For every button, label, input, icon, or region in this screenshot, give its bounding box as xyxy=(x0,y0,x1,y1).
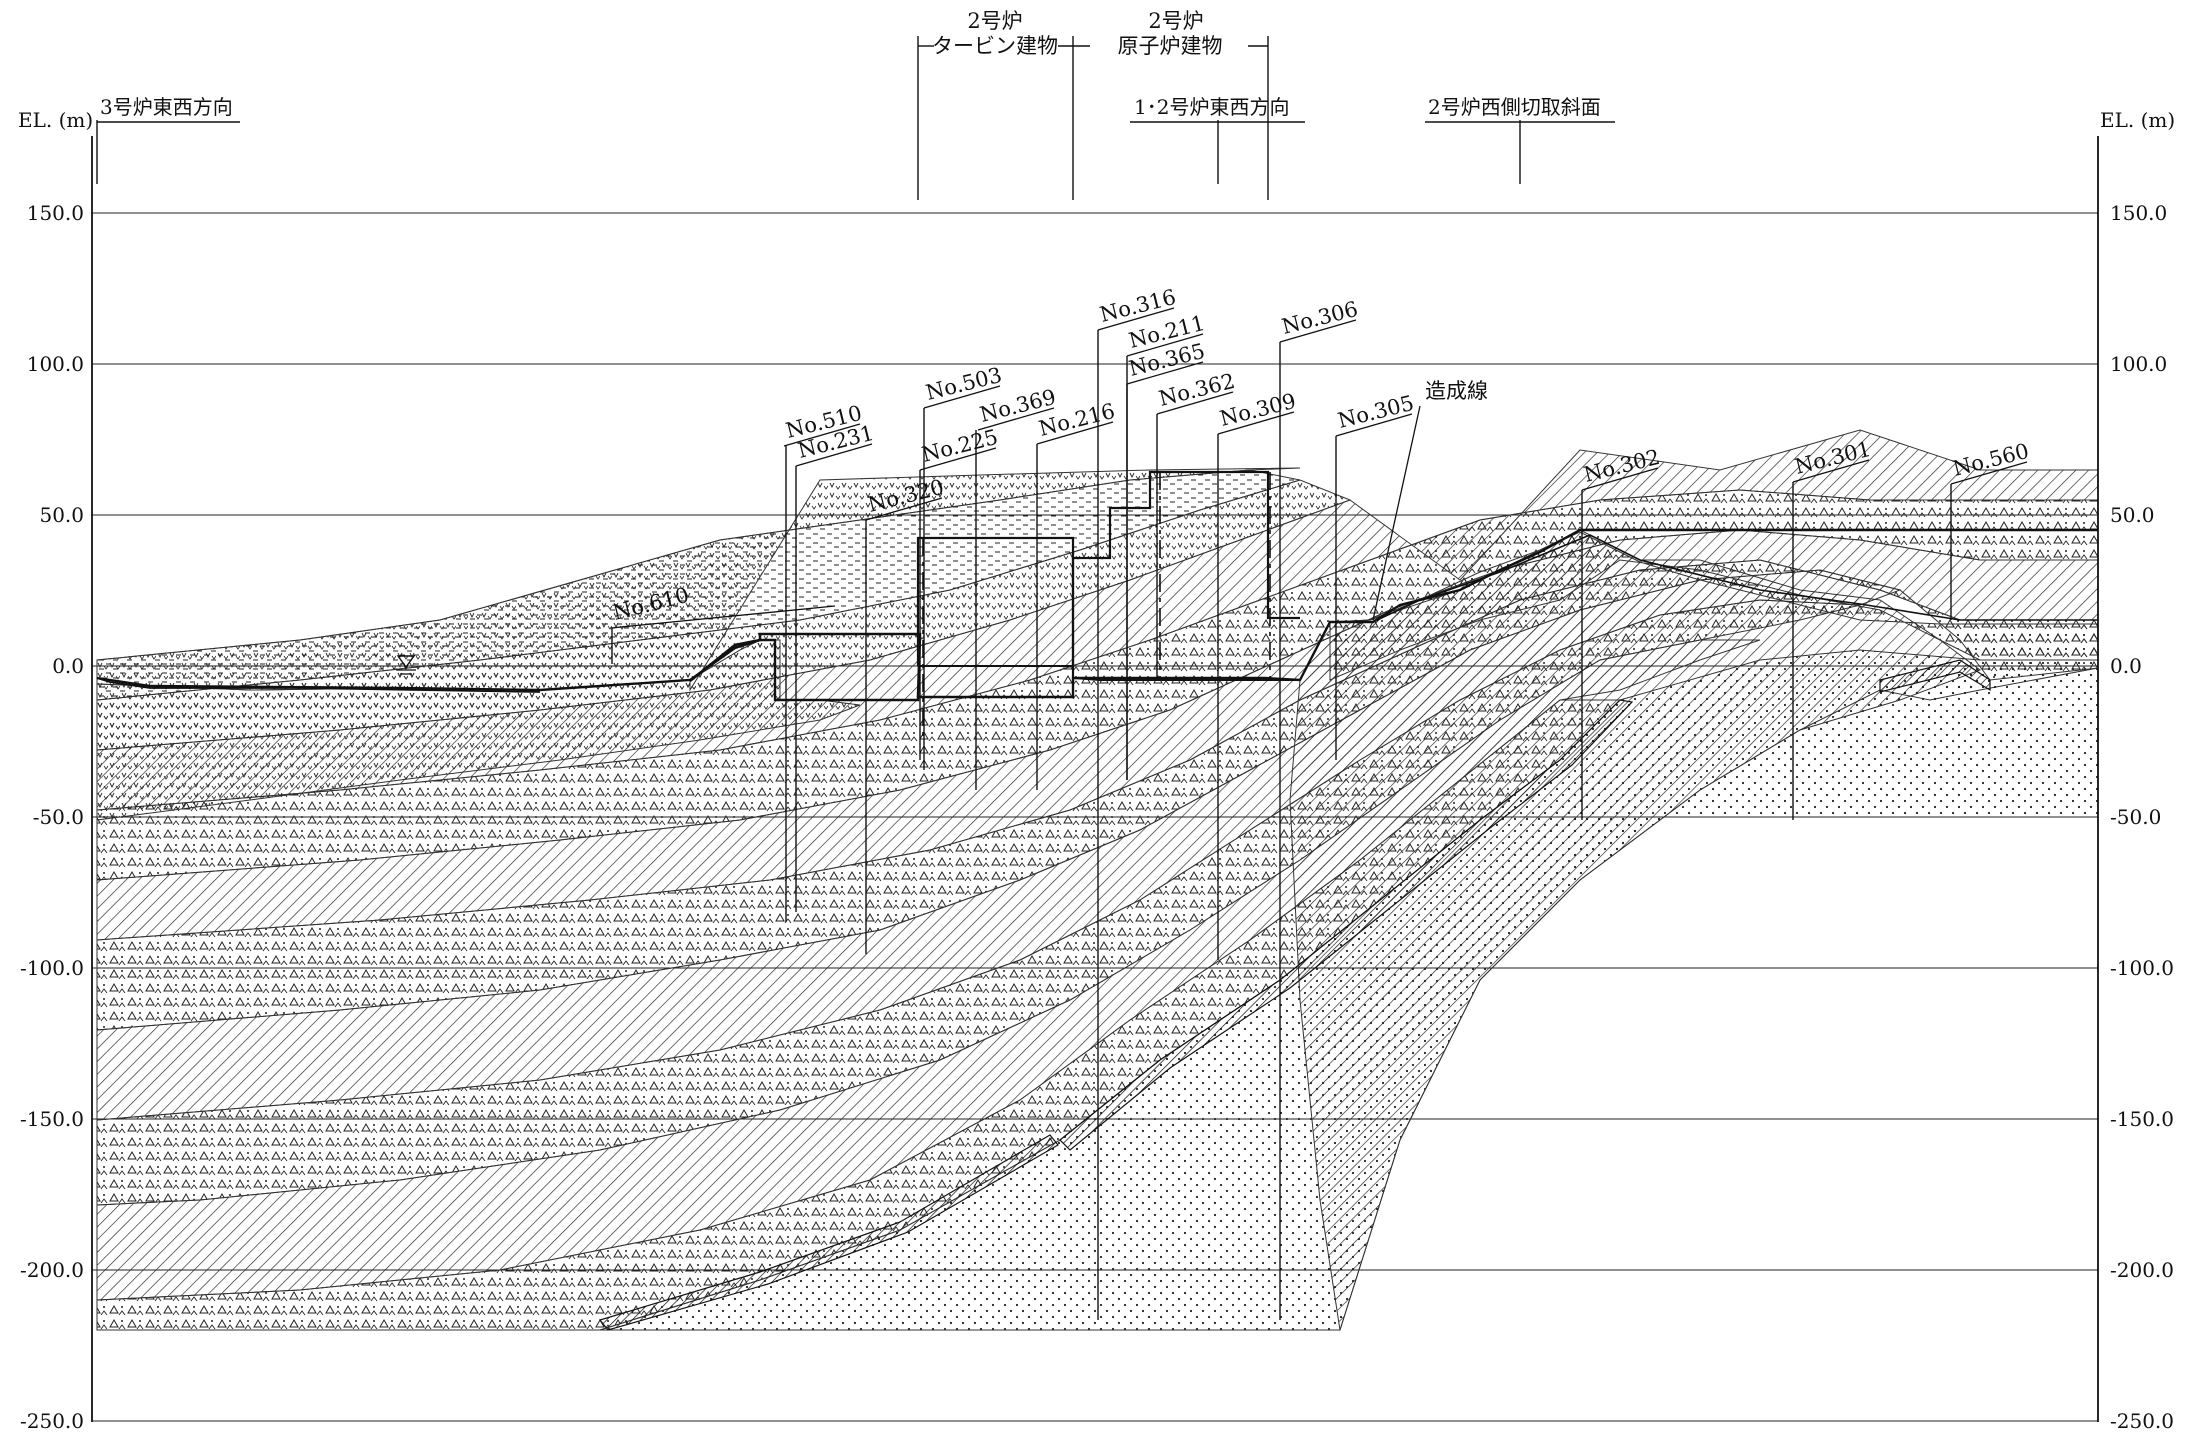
sea-floor-line xyxy=(96,677,541,693)
grading-line xyxy=(1372,534,2098,623)
ref-label-unit3: 3号炉東西方向 xyxy=(100,95,233,119)
borehole-underline xyxy=(923,385,1001,409)
borehole-underline xyxy=(1950,461,2028,485)
borehole-underline xyxy=(1097,307,1175,331)
borehole-underline xyxy=(1217,411,1295,435)
building-headers: 2号炉 タービン建物 2号炉 原子炉建物 xyxy=(917,9,1269,200)
tick-label-right: 100.0 xyxy=(2110,352,2167,376)
grading-annotation: 造成線 xyxy=(1372,379,1488,621)
left-tick-labels: 150.0 100.0 50.0 0.0 -50.0 -100.0 -150.0 -200.0… xyxy=(20,201,84,1433)
tick-label-left: -100.0 xyxy=(20,956,84,980)
reactor-building-outline xyxy=(1071,470,1300,678)
dotted-rock-right xyxy=(1560,668,2098,880)
borehole-underline xyxy=(1126,333,1204,357)
tick-label-left: -250.0 xyxy=(20,1409,84,1433)
tick-label-right: -150.0 xyxy=(2110,1107,2174,1131)
turbine-building-line2: タービン建物 xyxy=(932,34,1058,58)
tick-label-left: 100.0 xyxy=(27,352,84,376)
borehole-underline xyxy=(1156,391,1234,415)
left-axis-unit: EL. (m) xyxy=(18,108,93,132)
borehole-underline xyxy=(1279,319,1357,343)
borehole-underline xyxy=(1126,361,1204,385)
borehole-underline xyxy=(610,605,836,629)
borehole-underline xyxy=(1581,467,1659,491)
tick-label-left: -150.0 xyxy=(20,1107,84,1131)
tick-label-left: -50.0 xyxy=(33,805,84,829)
tick-label-right: -100.0 xyxy=(2110,956,2174,980)
reference-group: 3号炉東西方向 1･2号炉東西方向 2号炉西側切取斜面 xyxy=(96,95,1615,184)
borehole-underline xyxy=(977,407,1055,431)
geologic-layers xyxy=(96,429,2099,1331)
tick-label-right: 50.0 xyxy=(2110,503,2155,527)
borehole-label: No.225 xyxy=(919,425,1000,467)
borehole-underline xyxy=(865,497,943,521)
tick-label-right: -200.0 xyxy=(2110,1258,2174,1282)
borehole-label: No.305 xyxy=(1335,391,1416,433)
borehole-underline xyxy=(1036,421,1114,445)
dark-seam-3 xyxy=(1879,659,1991,693)
turbine-building-line1: 2号炉 xyxy=(967,9,1022,33)
reactor-building-line1: 2号炉 xyxy=(1148,9,1203,33)
borehole-label: No.503 xyxy=(923,363,1004,405)
tick-label-left: 150.0 xyxy=(27,201,84,225)
water-level-icon xyxy=(396,655,416,675)
borehole-underline xyxy=(795,443,873,467)
right-axis-unit: EL. (m) xyxy=(2100,108,2175,132)
borehole-underline xyxy=(1792,459,1870,483)
tick-label-left: 50.0 xyxy=(39,503,84,527)
borehole-label: No.362 xyxy=(1156,369,1237,411)
reactor-building-line2: 原子炉建物 xyxy=(1118,34,1223,58)
dark-seam-2 xyxy=(598,1134,1059,1331)
borehole-label: No.309 xyxy=(1217,389,1298,431)
tick-label-right: -250.0 xyxy=(2110,1409,2174,1433)
tick-label-right: 0.0 xyxy=(2110,654,2142,678)
reactor-center-dashline xyxy=(922,472,1271,740)
grading-leader xyxy=(1372,405,1421,621)
borehole-label: No.306 xyxy=(1279,297,1360,339)
dark-seam-1 xyxy=(1059,699,1634,1151)
borehole-underline xyxy=(919,447,997,471)
grading-label: 造成線 xyxy=(1425,379,1488,403)
tick-label-left: 0.0 xyxy=(52,654,84,678)
tick-label-left: -200.0 xyxy=(20,1258,84,1282)
right-tick-labels: 150.0 100.0 50.0 0.0 -50.0 -100.0 -150.0 -200.0… xyxy=(2110,201,2174,1433)
ref-label-slope: 2号炉西側切取斜面 xyxy=(1428,95,1601,119)
tick-label-right: 150.0 xyxy=(2110,201,2167,225)
ref-label-unit12: 1･2号炉東西方向 xyxy=(1134,95,1289,119)
borehole-underline xyxy=(783,423,861,447)
tick-label-right: -50.0 xyxy=(2110,805,2161,829)
borehole-underline xyxy=(1335,413,1413,437)
